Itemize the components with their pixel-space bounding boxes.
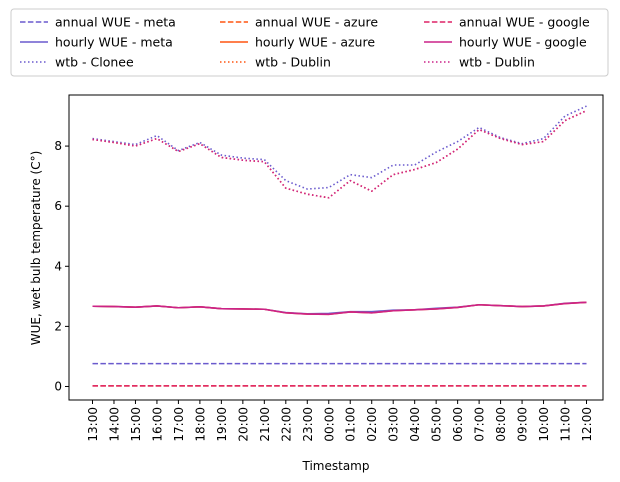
x-tick-label: 23:00 [301, 407, 315, 442]
x-tick-label: 11:00 [559, 407, 573, 442]
y-tick-label: 6 [54, 199, 62, 213]
legend-label-2: wtb - Clonee [55, 55, 134, 70]
x-axis-label: Timestamp [302, 459, 370, 473]
series-line-8 [92, 109, 587, 199]
series-line-2 [92, 105, 587, 190]
x-tick-label: 18:00 [193, 407, 207, 442]
x-tick-label: 08:00 [494, 407, 508, 442]
legend-label-4: hourly WUE - azure [255, 35, 375, 50]
series-line-1 [92, 301, 587, 315]
y-axis: 0 2 4 6 8 [54, 139, 69, 393]
x-tick-label: 09:00 [516, 407, 530, 442]
series-line-5 [92, 109, 587, 199]
x-tick-label: 03:00 [387, 407, 401, 442]
x-tick-label: 19:00 [215, 407, 229, 442]
series-layer [92, 105, 587, 387]
x-tick-label: 21:00 [258, 407, 272, 442]
legend-frame [10, 8, 609, 77]
x-axis: 13:00 14:00 15:00 16:00 17:00 18:00 19:00 20:00… [86, 400, 594, 442]
x-tick-label: 20:00 [236, 407, 250, 442]
x-tick-label: 10:00 [537, 407, 551, 442]
legend-label-5: wtb - Dublin [255, 55, 331, 70]
legend: annual WUE - meta hourly WUE - meta wtb - … [10, 8, 609, 77]
series-line-7 [92, 301, 587, 316]
x-tick-label: 01:00 [344, 407, 358, 442]
y-tick-label: 8 [54, 139, 62, 153]
x-tick-label: 04:00 [408, 407, 422, 442]
legend-label-0: annual WUE - meta [55, 15, 176, 30]
x-tick-label: 14:00 [107, 407, 121, 442]
legend-label-8: wtb - Dublin [459, 55, 535, 70]
x-tick-label: 17:00 [172, 407, 186, 442]
x-tick-label: 00:00 [322, 407, 336, 442]
y-tick-label: 0 [54, 379, 62, 393]
legend-label-1: hourly WUE - meta [55, 35, 173, 50]
x-tick-label: 05:00 [430, 407, 444, 442]
x-tick-label: 15:00 [129, 407, 143, 442]
y-tick-label: 4 [54, 259, 62, 273]
legend-label-3: annual WUE - azure [255, 15, 378, 30]
x-tick-label: 06:00 [451, 407, 465, 442]
x-tick-label: 16:00 [150, 407, 164, 442]
x-tick-label: 07:00 [473, 407, 487, 442]
y-axis-label: WUE, wet bulb temperature (C°) [29, 151, 43, 346]
legend-label-6: annual WUE - google [459, 15, 590, 30]
x-tick-label: 12:00 [580, 407, 594, 442]
plot-frame [68, 94, 604, 401]
x-tick-label: 02:00 [365, 407, 379, 442]
legend-label-7: hourly WUE - google [459, 35, 587, 50]
y-tick-label: 2 [54, 319, 62, 333]
x-tick-label: 13:00 [86, 407, 100, 442]
x-tick-label: 22:00 [279, 407, 293, 442]
